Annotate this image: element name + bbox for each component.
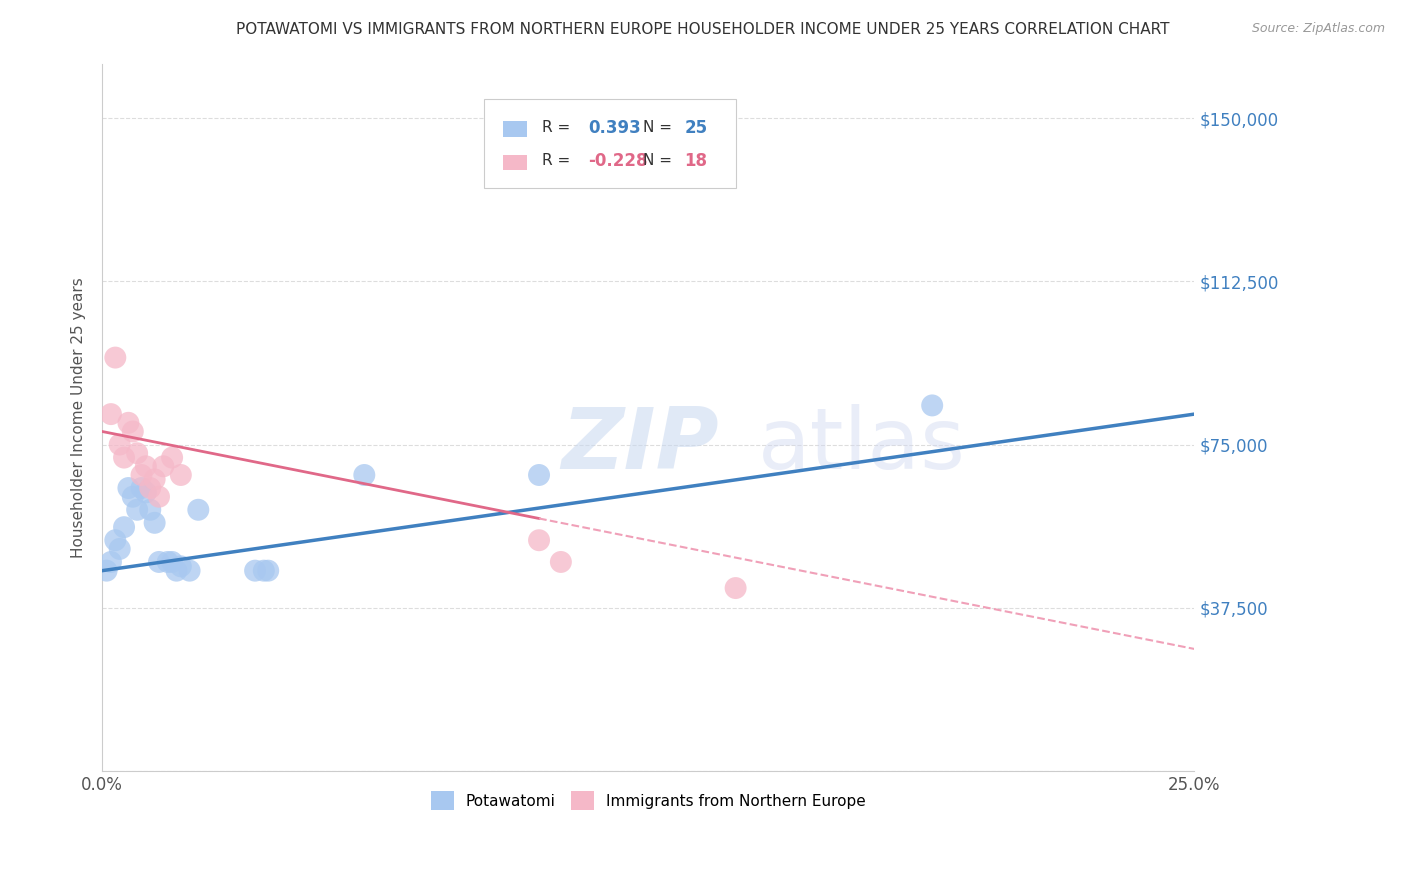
Point [112, 520, 135, 534]
Text: -0.228: -0.228 [588, 152, 648, 169]
Point [108, 437, 131, 451]
Point [257, 564, 280, 578]
Point [724, 581, 747, 595]
Text: 0.393: 0.393 [588, 119, 641, 136]
Point [527, 468, 550, 483]
Point [131, 481, 153, 495]
Point [104, 351, 127, 365]
Point [96, 564, 118, 578]
Point [170, 468, 193, 483]
Point [100, 555, 122, 569]
Point [527, 533, 550, 548]
Point [170, 559, 193, 574]
Point [148, 490, 170, 504]
Text: ZIP: ZIP [561, 404, 718, 487]
Text: POTAWATOMI VS IMMIGRANTS FROM NORTHERN EUROPE HOUSEHOLDER INCOME UNDER 25 YEARS : POTAWATOMI VS IMMIGRANTS FROM NORTHERN E… [236, 22, 1170, 37]
Text: 25: 25 [685, 119, 707, 136]
Point [117, 416, 139, 430]
Point [921, 399, 943, 413]
Point [152, 459, 174, 474]
Point [108, 541, 131, 556]
Point [179, 564, 201, 578]
FancyBboxPatch shape [503, 154, 527, 170]
FancyBboxPatch shape [503, 121, 527, 136]
Text: R =: R = [543, 120, 575, 136]
Point [143, 472, 166, 486]
Point [117, 481, 139, 495]
Point [156, 555, 179, 569]
Point [143, 516, 166, 530]
Point [160, 555, 183, 569]
Point [127, 502, 149, 516]
Y-axis label: Householder Income Under 25 years: Householder Income Under 25 years [72, 277, 86, 558]
Point [550, 555, 572, 569]
FancyBboxPatch shape [485, 99, 735, 187]
Point [100, 407, 122, 421]
Point [131, 468, 153, 483]
Point [104, 533, 127, 548]
Point [253, 564, 276, 578]
Point [135, 459, 157, 474]
Point [112, 450, 135, 465]
Text: 18: 18 [685, 152, 707, 169]
Text: atlas: atlas [758, 404, 966, 487]
Point [127, 446, 149, 460]
Text: R =: R = [543, 153, 575, 169]
Point [187, 502, 209, 516]
Text: N =: N = [643, 120, 676, 136]
Point [135, 485, 157, 500]
Legend: Potawatomi, Immigrants from Northern Europe: Potawatomi, Immigrants from Northern Eur… [425, 785, 872, 816]
Point [148, 555, 170, 569]
Point [243, 564, 266, 578]
Point [353, 468, 375, 483]
Point [121, 425, 143, 439]
Point [139, 502, 162, 516]
Point [166, 564, 188, 578]
Point [121, 490, 143, 504]
Text: N =: N = [643, 153, 676, 169]
Point [160, 450, 183, 465]
Text: Source: ZipAtlas.com: Source: ZipAtlas.com [1251, 22, 1385, 36]
Point [139, 481, 162, 495]
